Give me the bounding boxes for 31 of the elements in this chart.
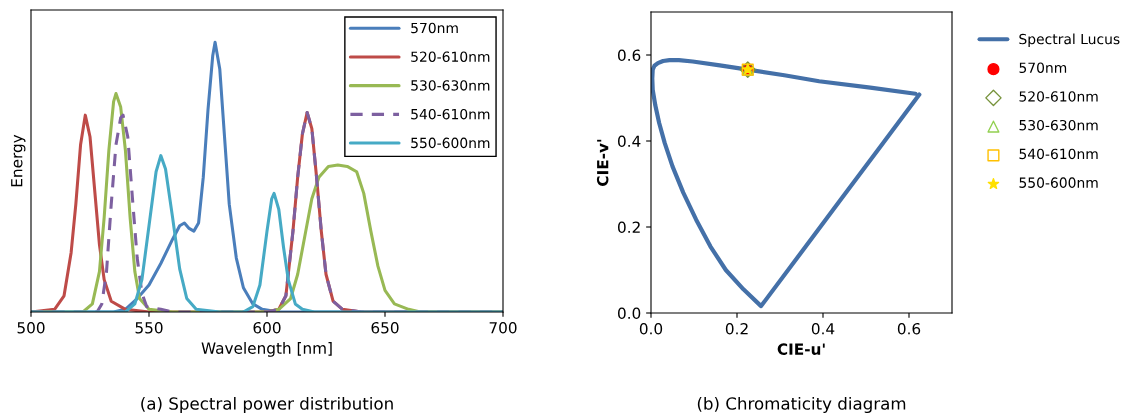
text: (a) Spectral power distribution xyxy=(141,396,393,414)
x-tick-label: 0.2 xyxy=(725,322,748,335)
legend-label: 520-610nm xyxy=(1019,91,1098,102)
legend-label: Spectral Lucus xyxy=(1019,33,1120,47)
legend-label: 540-610nm xyxy=(1019,148,1098,160)
y-axis-title: CIE-v' xyxy=(596,139,609,186)
legend-label: 530-630nm xyxy=(1019,119,1098,131)
x-tick-label: 0.6 xyxy=(897,322,921,335)
legend-label: 550-600nm xyxy=(1019,177,1098,188)
y-tick-label: 0.6 xyxy=(617,49,641,62)
y-tick-label: 0.2 xyxy=(617,221,640,234)
x-tick-label: 0.4 xyxy=(811,322,835,335)
x-tick-label: 700 xyxy=(489,321,517,334)
x-tick-label: 600 xyxy=(253,321,281,334)
x-tick-label: 650 xyxy=(371,321,399,334)
x-axis-title: Wavelength [nm] xyxy=(201,342,332,357)
legend-label: 550-600nm xyxy=(411,137,490,149)
legend-label: 530-630nm xyxy=(411,80,490,91)
legend-label: 520-610nm xyxy=(411,51,490,62)
legend-label: 540-610nm xyxy=(411,108,490,120)
y-axis-title: Energy xyxy=(11,134,26,187)
x-tick-label: 500 xyxy=(17,321,45,334)
y-tick-label: 0.4 xyxy=(617,135,641,148)
legend-label: 570nm xyxy=(1019,62,1067,73)
y-tick-label: 0.0 xyxy=(617,307,641,320)
x-axis-title: CIE-u' xyxy=(777,343,825,355)
line-series xyxy=(651,58,922,309)
x-tick-label: 550 xyxy=(135,321,163,334)
x-tick-label: 0.0 xyxy=(639,322,663,335)
text: (b) Chromaticity diagram xyxy=(697,396,906,414)
legend-label: 570nm xyxy=(411,22,458,34)
